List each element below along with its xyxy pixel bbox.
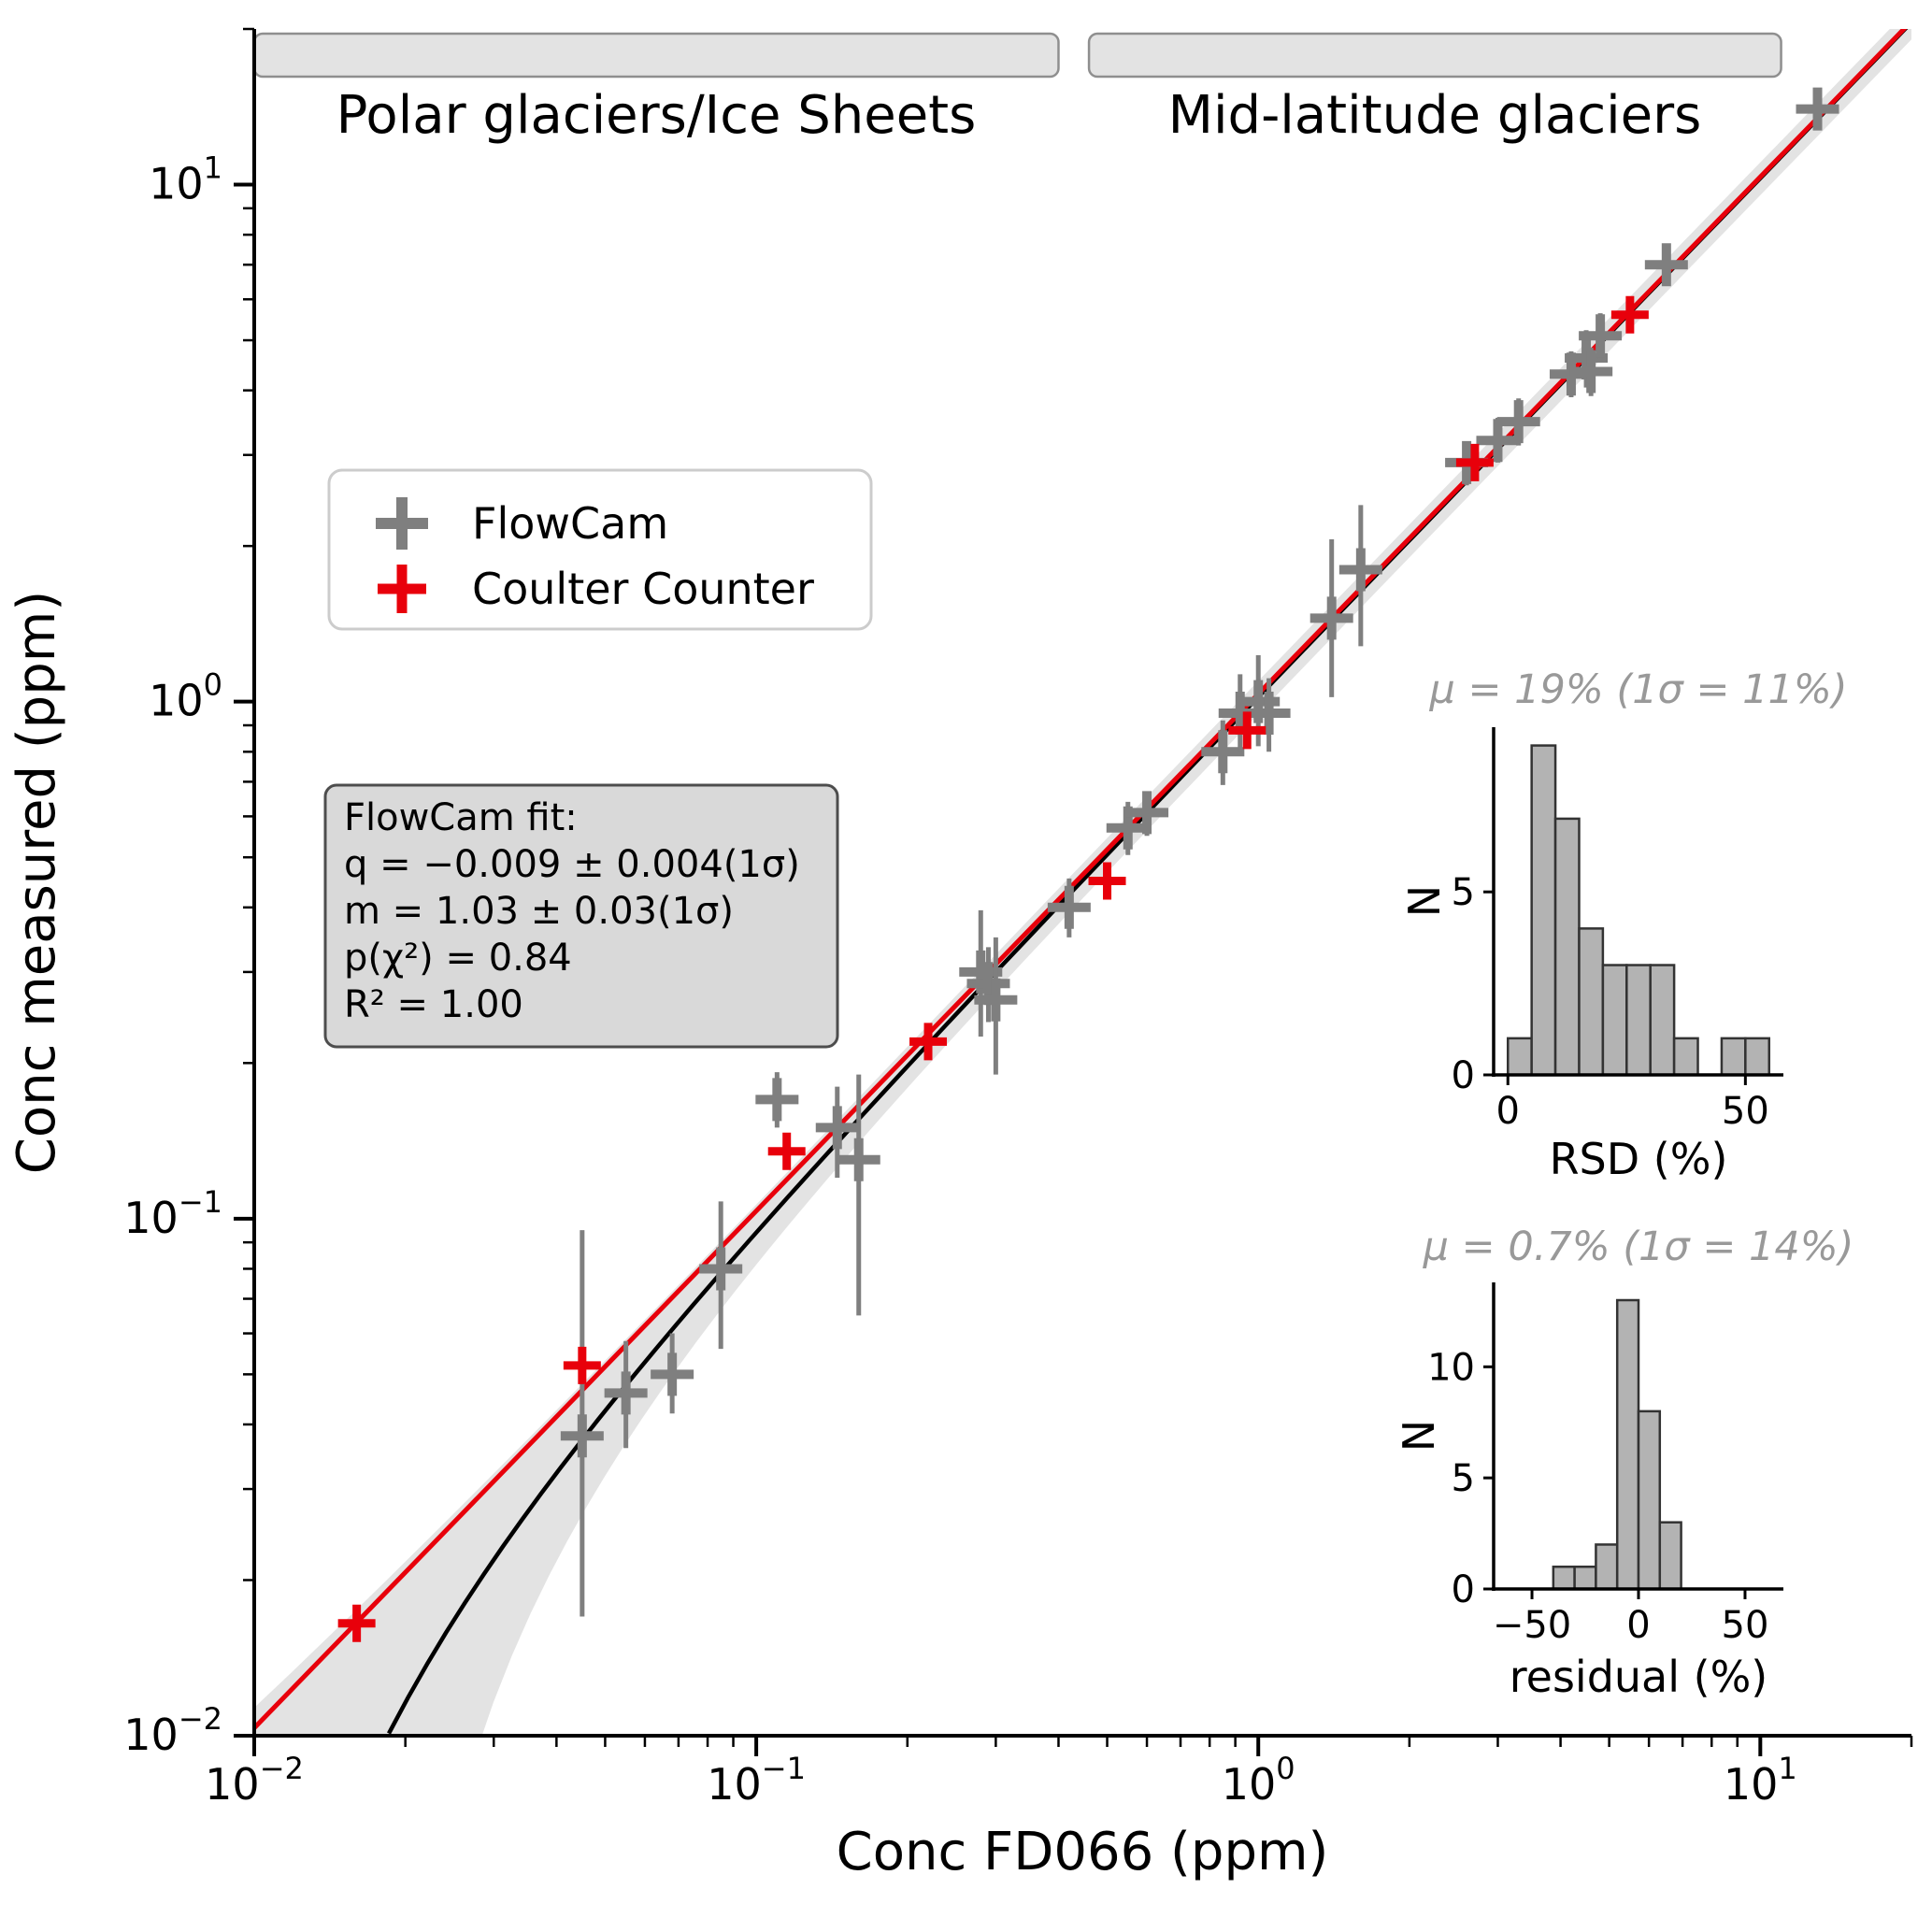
legend-label-flowcam: FlowCam <box>472 498 668 549</box>
coulter-legend-marker-icon <box>378 565 426 613</box>
stats-frame <box>323 783 839 1049</box>
svg-text:−50: −50 <box>1493 1604 1571 1647</box>
legend-frame <box>327 468 873 631</box>
y-axis-label: Conc measured (ppm) <box>7 591 67 1174</box>
stats-line-r2: R² = 1.00 <box>344 983 523 1026</box>
region-label-polar: Polar glaciers/Ice Sheets <box>336 85 977 146</box>
svg-text:0: 0 <box>1452 1054 1475 1097</box>
svg-text:0: 0 <box>1496 1090 1520 1133</box>
svg-text:10−1: 10−1 <box>123 1184 222 1243</box>
svg-text:0: 0 <box>1452 1568 1475 1611</box>
svg-text:10: 10 <box>1427 1346 1475 1389</box>
legend-box: FlowCam Coulter Counter <box>327 468 873 631</box>
residual-inset-xlabel: residual (%) <box>1510 1652 1768 1702</box>
svg-text:50: 50 <box>1722 1090 1769 1133</box>
stats-line-pchi2: p(χ²) = 0.84 <box>344 937 572 980</box>
residual-inset-title: μ = 0.7% (1σ = 14%) <box>1423 1224 1854 1270</box>
stats-line-title: FlowCam fit: <box>344 796 578 839</box>
rsd-inset-title: μ = 19% (1σ = 11%) <box>1428 666 1847 713</box>
flowcam-legend-marker-icon <box>376 497 428 550</box>
legend-label-coulter: Coulter Counter <box>472 564 814 614</box>
fit-stats-box: FlowCam fit: q = −0.009 ± 0.004(1σ) m = … <box>323 783 839 1049</box>
svg-text:101: 101 <box>149 150 222 209</box>
svg-text:100: 100 <box>149 667 222 726</box>
region-bars <box>252 32 1782 79</box>
svg-text:0: 0 <box>1626 1604 1650 1647</box>
svg-text:10−2: 10−2 <box>123 1701 222 1760</box>
stats-line-m: m = 1.03 ± 0.03(1σ) <box>344 890 734 933</box>
rsd-inset-xlabel: RSD (%) <box>1550 1134 1728 1184</box>
stats-line-q: q = −0.009 ± 0.004(1σ) <box>344 843 800 886</box>
rsd-inset-ylabel: N <box>1399 885 1450 917</box>
svg-text:5: 5 <box>1452 871 1475 914</box>
rsd-histogram-inset: 0 50 0 5 <box>1452 723 1787 1133</box>
svg-text:10−1: 10−1 <box>707 1751 806 1810</box>
region-label-midlat: Mid-latitude glaciers <box>1168 85 1702 146</box>
svg-text:50: 50 <box>1722 1604 1769 1647</box>
svg-text:5: 5 <box>1452 1457 1475 1500</box>
svg-text:101: 101 <box>1724 1751 1797 1810</box>
residual-inset-ylabel: N <box>1394 1420 1444 1452</box>
residual-histogram-inset: −50 0 50 0 5 10 <box>1427 1279 1787 1647</box>
x-axis-label: Conc FD066 (ppm) <box>837 1822 1329 1882</box>
svg-text:100: 100 <box>1222 1751 1295 1810</box>
svg-text:10−2: 10−2 <box>205 1751 304 1810</box>
